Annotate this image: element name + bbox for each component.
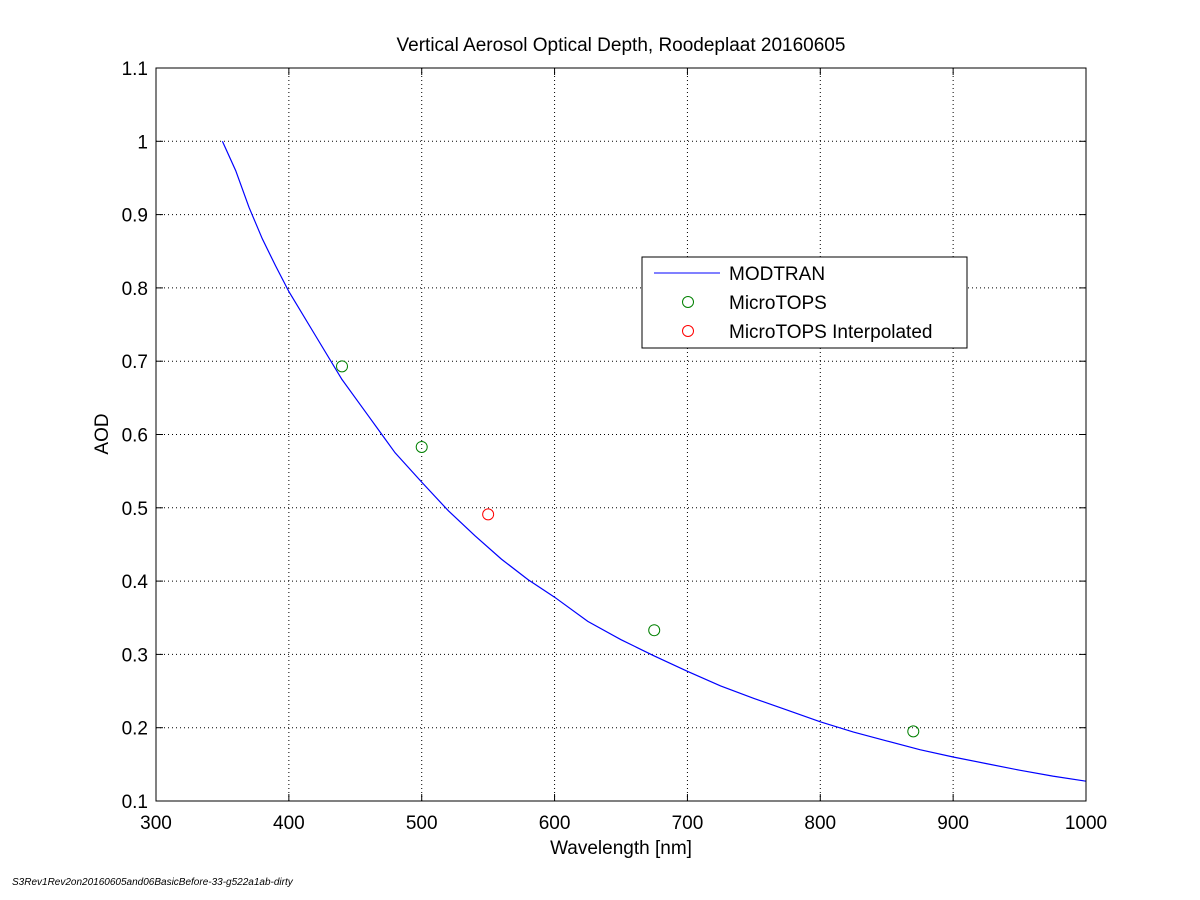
y-tick-label: 0.9 <box>122 206 148 227</box>
y-tick-label: 1.1 <box>122 59 148 80</box>
y-tick-label: 0.2 <box>122 719 148 740</box>
series-layer <box>221 141 1087 782</box>
x-tick-label: 800 <box>804 813 836 834</box>
data-point-microtops <box>336 360 348 373</box>
y-tick-label: 0.1 <box>122 792 148 813</box>
y-tick-label: 0.8 <box>122 279 148 300</box>
y-axis-label: AOD <box>92 413 113 454</box>
x-tick-label: 400 <box>273 813 305 834</box>
x-tick-label: 600 <box>539 813 571 834</box>
legend-label-microtops: MicroTOPS <box>729 293 827 314</box>
legend-swatch-microtops-interpolated <box>682 325 694 337</box>
x-axis-label: Wavelength [nm] <box>550 838 692 859</box>
grid-lines <box>156 68 1086 801</box>
data-point-microtops-interpolated <box>482 508 495 521</box>
legend-box <box>641 256 968 349</box>
series-line-modtran <box>221 141 1087 782</box>
data-point-microtops <box>648 624 661 637</box>
legend-label-modtran: MODTRAN <box>729 264 825 285</box>
x-tick-label: 700 <box>672 813 704 834</box>
y-tick-label: 0.3 <box>122 645 148 666</box>
y-tick-label: 0.5 <box>122 499 148 520</box>
data-point-microtops <box>907 725 920 738</box>
y-tick-label: 1 <box>137 132 148 153</box>
axis-ticks: 300 400 500 600 700 800 900 1000 0.1 0.2 0.3 0.4 0.5… <box>122 59 1108 834</box>
x-tick-label: 900 <box>937 813 969 834</box>
y-tick-label: 0.7 <box>122 352 148 373</box>
chart-title: Vertical Aerosol Optical Depth, Roodepla… <box>397 35 846 56</box>
legend-label-microtops-interpolated: MicroTOPS Interpolated <box>729 322 932 343</box>
x-tick-label: 1000 <box>1065 813 1107 834</box>
legend: MODTRAN MicroTOPS MicroTOPS Interpolated <box>641 256 968 349</box>
y-tick-label: 0.6 <box>122 426 148 447</box>
footer-caption: S3Rev1Rev2on20160605and06BasicBefore-33-… <box>12 877 293 888</box>
legend-swatch-microtops <box>682 296 694 308</box>
y-tick-label: 0.4 <box>122 572 149 593</box>
data-point-microtops <box>415 440 428 453</box>
x-tick-label: 500 <box>406 813 438 834</box>
x-tick-label: 300 <box>140 813 172 834</box>
